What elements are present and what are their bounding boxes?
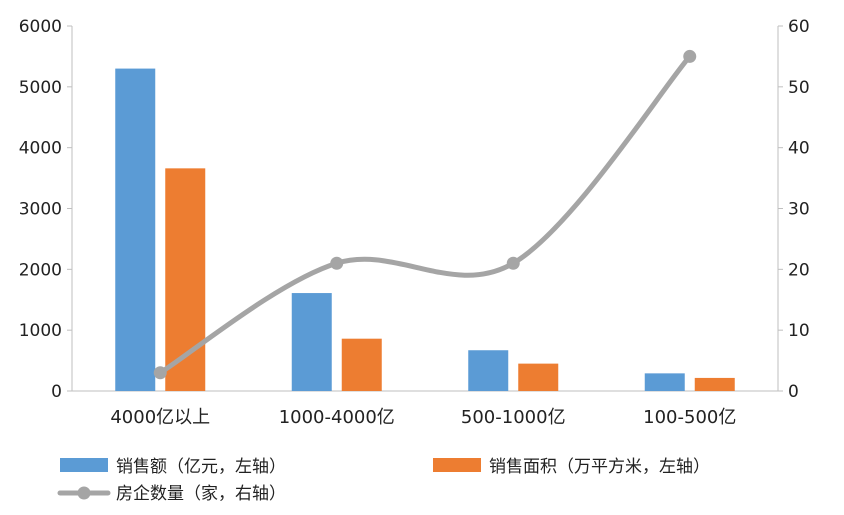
line-point-2-0 [153, 366, 167, 380]
bar-series-1-3 [694, 377, 735, 391]
bar-series-0-1 [291, 293, 332, 391]
left-tick-label: 0 [51, 382, 62, 402]
left-tick-label: 4000 [19, 139, 62, 159]
x-category-label: 500-1000亿 [461, 407, 566, 428]
right-tick-label: 30 [788, 200, 810, 220]
line-point-2-1 [330, 256, 344, 270]
right-tick-label: 20 [788, 260, 810, 280]
right-tick-label: 40 [788, 139, 810, 159]
right-tick-label: 50 [788, 78, 810, 98]
bar-series-0-3 [644, 373, 685, 391]
left-tick-label: 3000 [19, 200, 62, 220]
left-tick-label: 2000 [19, 260, 62, 280]
right-tick-label: 60 [788, 17, 810, 37]
legend-label-2: 房企数量（家，右轴） [116, 484, 286, 504]
x-category-label: 1000-4000亿 [279, 407, 395, 428]
left-tick-label: 5000 [19, 78, 62, 98]
legend-label-1: 销售面积（万平方米，左轴） [489, 457, 710, 477]
left-tick-label: 6000 [19, 17, 62, 37]
right-tick-label: 0 [788, 382, 799, 402]
x-category-label: 100-500亿 [643, 407, 736, 428]
x-category-label: 4000亿以上 [110, 407, 210, 428]
right-tick-label: 10 [788, 321, 810, 341]
bar-series-0-2 [468, 350, 509, 391]
legend-swatch-1 [433, 458, 481, 472]
line-series-2 [157, 53, 693, 376]
bar-series-1-2 [518, 363, 559, 391]
legend-label-0: 销售额（亿元，左轴） [116, 457, 286, 477]
left-tick-label: 1000 [19, 321, 62, 341]
line-point-2-3 [683, 49, 697, 63]
line-point-2-2 [506, 256, 520, 270]
legend-swatch-0 [60, 458, 108, 472]
legend-marker-2 [77, 486, 91, 500]
bar-series-0-0 [115, 68, 156, 391]
bar-series-1-1 [341, 338, 382, 391]
